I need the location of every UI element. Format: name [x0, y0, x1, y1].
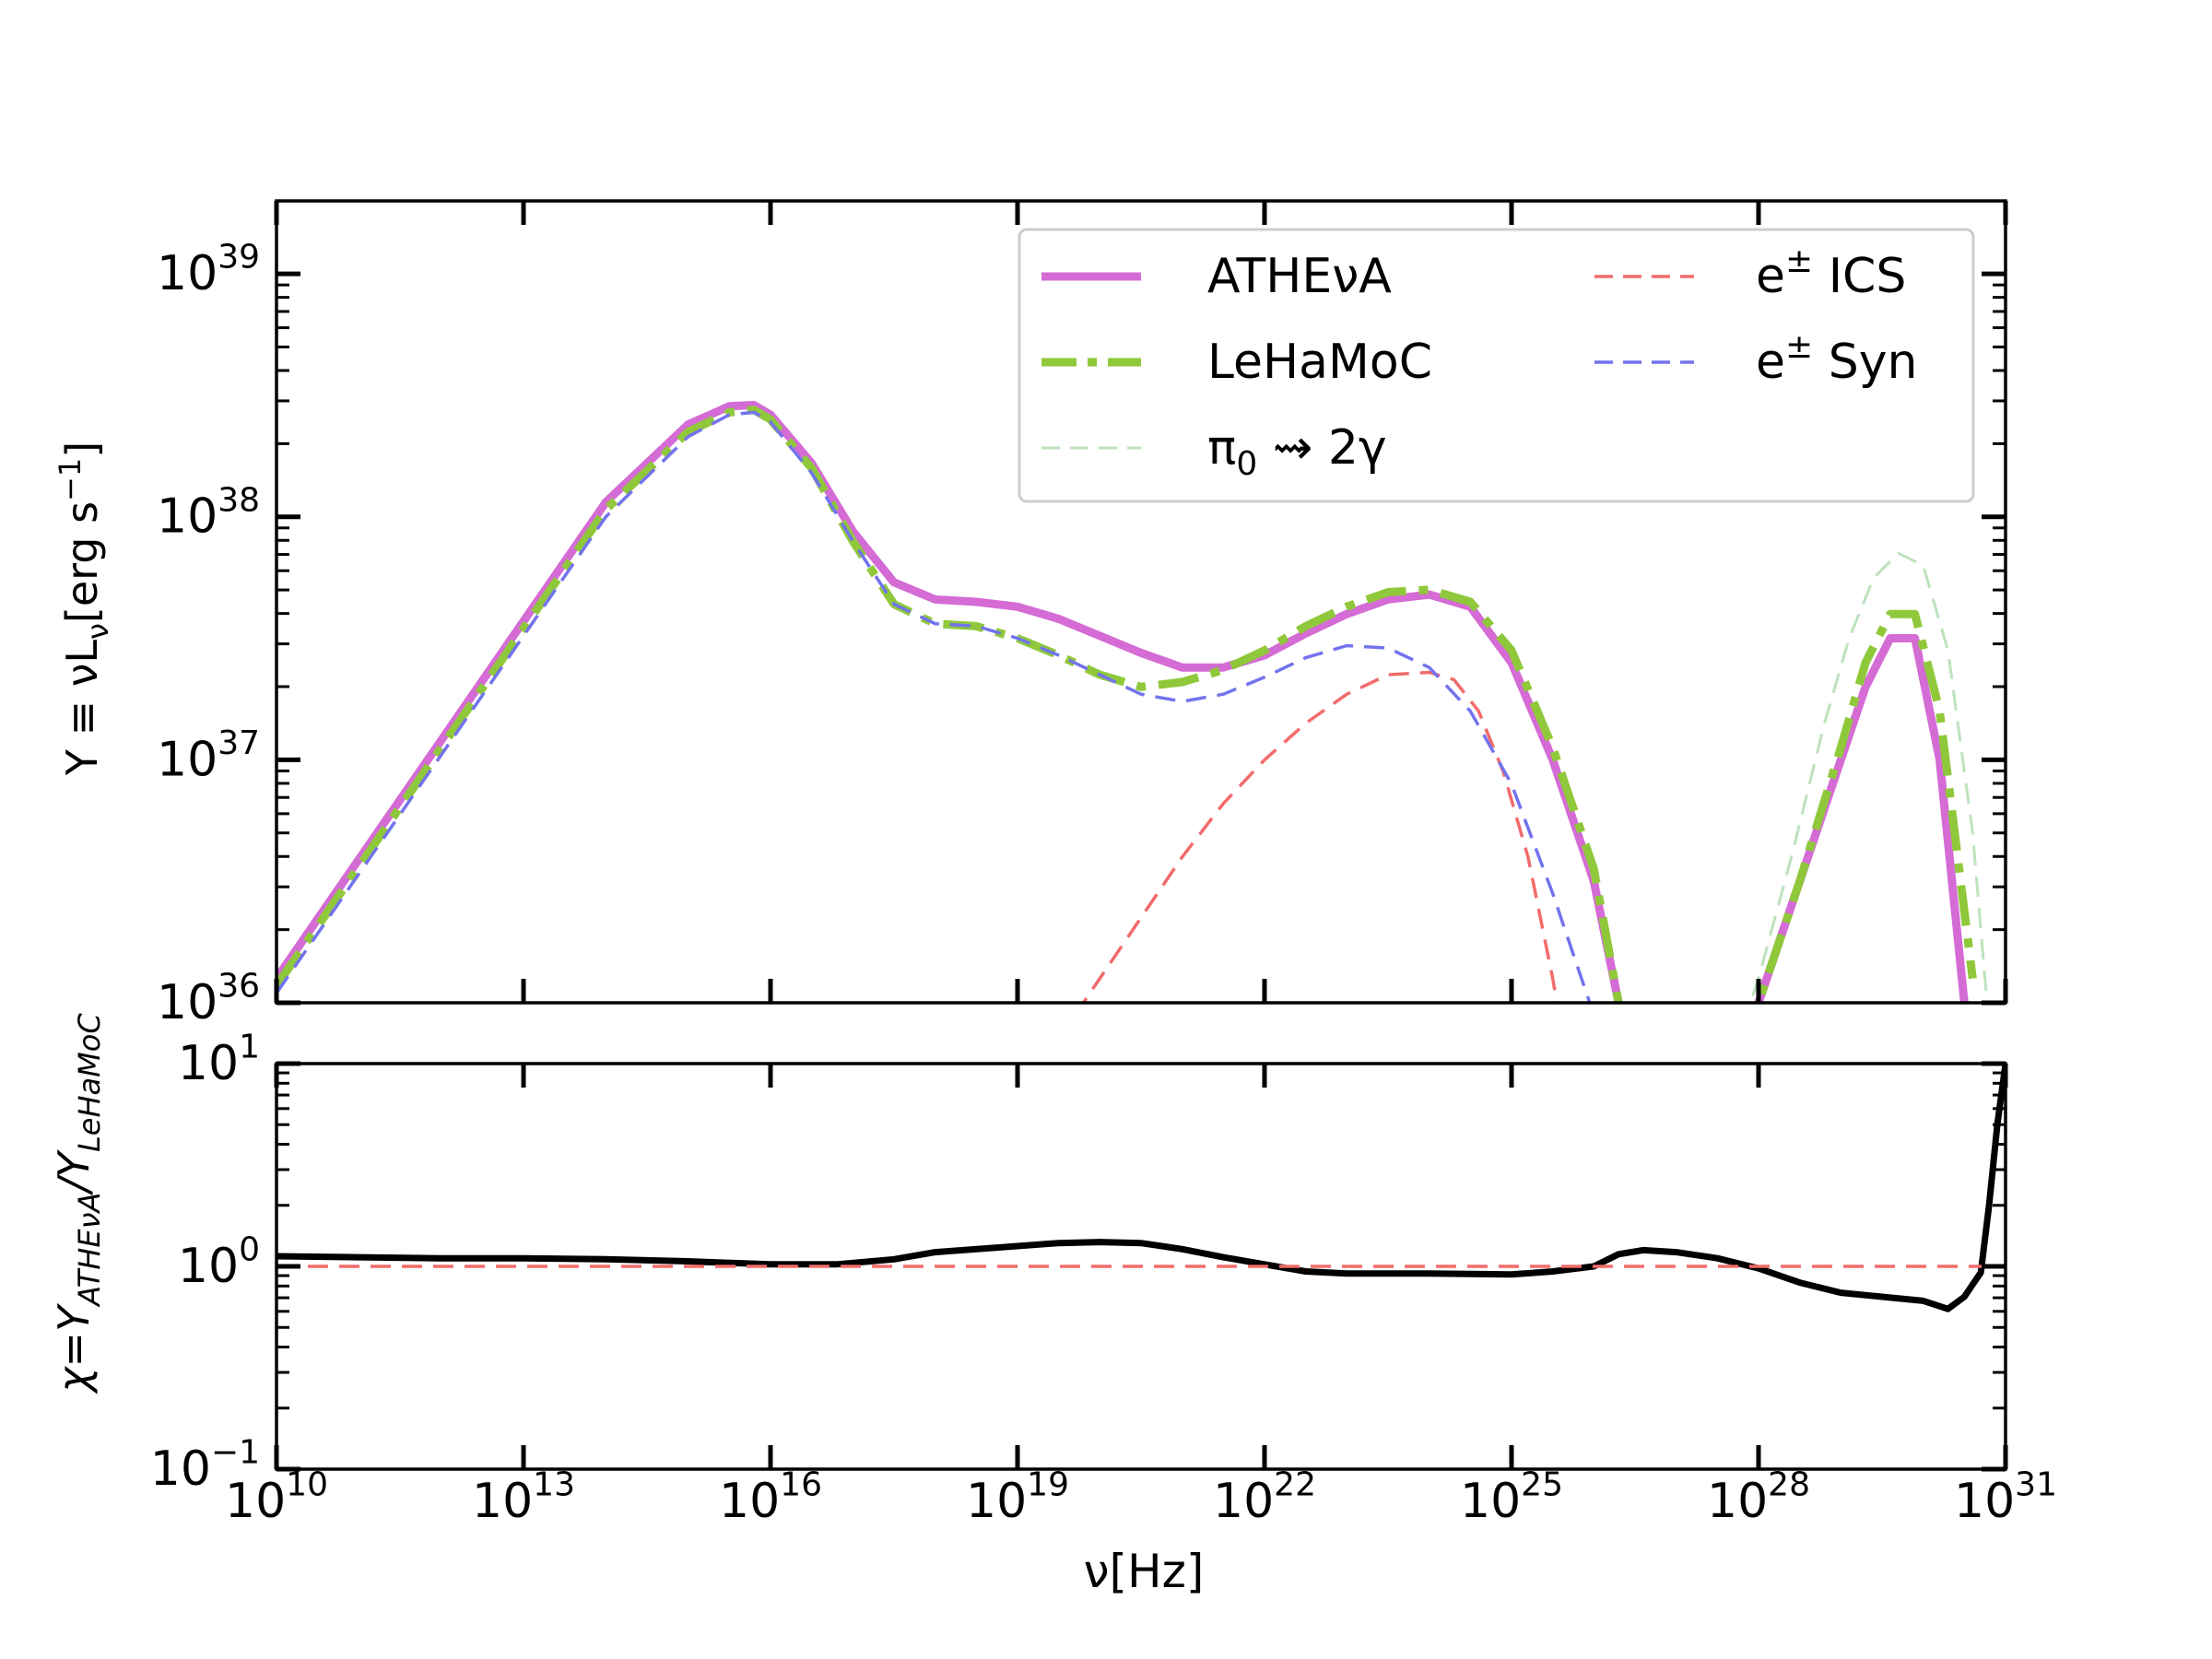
legend: ATHEνA LeHaMoC π0 ⇝ 2γ e± ICS e± Syn	[1018, 228, 1975, 503]
x-tick-label-4: 1022	[1213, 1466, 1316, 1529]
x-tick-label-0: 1010	[225, 1466, 328, 1529]
top-series-3	[1081, 670, 1559, 1003]
legend-label-4: e± Syn	[1756, 328, 1917, 390]
top-y-tick-label-2: 1038	[157, 481, 260, 544]
bottom-y-axis-label: χ=YATHEνA/YLeHaMoC	[49, 1013, 107, 1395]
top-y-tick-label-0: 1036	[157, 968, 260, 1030]
x-tick-label-3: 1019	[966, 1466, 1069, 1529]
bottom-ticks	[274, 1061, 2008, 1472]
bottom-y-tick-label-1: 100	[178, 1231, 260, 1294]
top-series-0	[276, 401, 1969, 1003]
legend-label-2: π0 ⇝ 2γ	[1207, 420, 1387, 483]
top-y-axis-label: Y ≡ νLν[erg s−1]	[53, 441, 115, 776]
legend-frame	[1018, 228, 1975, 503]
x-tick-label-6: 1028	[1707, 1466, 1810, 1529]
x-tick-label-1: 1013	[472, 1466, 575, 1529]
top-y-tick-labels: 1036 1037 1038 1039	[157, 239, 260, 1030]
x-tick-label-7: 1031	[1954, 1466, 2057, 1529]
x-tick-label-2: 1016	[719, 1466, 822, 1529]
top-ticks	[274, 201, 2008, 1006]
legend-label-3: e± ICS	[1756, 242, 1906, 304]
top-y-tick-label-3: 1039	[157, 239, 260, 301]
x-axis-label: ν[Hz]	[1084, 1545, 1205, 1598]
legend-label-0: ATHEνA	[1207, 249, 1392, 304]
bottom-y-tick-label-2: 101	[178, 1029, 260, 1091]
top-frame	[275, 199, 2007, 1005]
top-series-1	[276, 406, 1977, 1003]
top-series-2	[1748, 551, 1989, 1003]
x-tick-labels: 1010 1013 1016 1019 1022 1025 1028 1031	[225, 1466, 2057, 1529]
legend-label-1: LeHaMoC	[1207, 335, 1432, 390]
top-panel: 1036 1037 1038 1039 Y ≡ νLν[erg s−1] ATHEνA…	[53, 199, 2008, 1030]
bottom-y-tick-label-0: 10−1	[150, 1434, 260, 1497]
top-series-4	[276, 410, 1592, 1003]
bottom-series-0	[276, 1064, 2006, 1312]
bottom-y-tick-labels: 10−1 100 101	[150, 1029, 260, 1497]
top-plot-area	[275, 199, 2007, 1005]
x-tick-label-5: 1025	[1460, 1466, 1563, 1529]
top-y-tick-label-1: 1037	[157, 724, 260, 787]
bottom-plot-area	[275, 1062, 2007, 1471]
